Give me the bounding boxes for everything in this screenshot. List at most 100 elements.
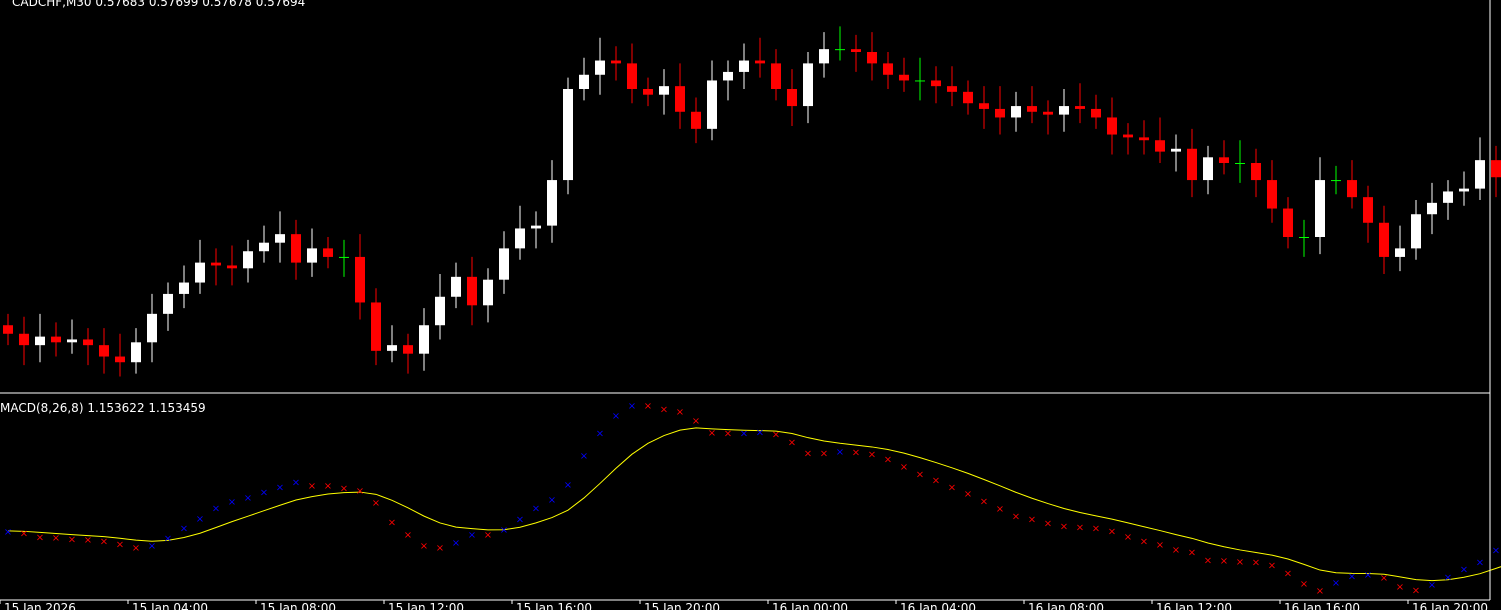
macd-dot: × <box>1076 522 1084 533</box>
candle-body <box>531 225 541 229</box>
x-tick-label: 16 Jan 08:00 <box>1028 601 1104 610</box>
macd-dot: × <box>1428 580 1436 591</box>
candle-body <box>515 228 525 249</box>
candle-body <box>67 339 77 343</box>
macd-dot: × <box>500 525 508 536</box>
candle-body <box>467 276 477 306</box>
candle-body <box>755 60 765 64</box>
macd-dot: × <box>788 437 796 448</box>
candle-body <box>483 279 493 306</box>
candle-body <box>147 313 157 343</box>
macd-dot: × <box>1124 532 1132 543</box>
candle-body <box>1091 108 1101 118</box>
candle-body <box>931 80 941 87</box>
macd-dot: × <box>212 504 220 515</box>
macd-dot: × <box>916 469 924 480</box>
macd-dot: × <box>420 541 428 552</box>
macd-dot: × <box>20 529 28 540</box>
candle-body <box>179 282 189 294</box>
candle-body <box>435 296 445 326</box>
macd-dot: × <box>244 493 252 504</box>
candle-body <box>1331 180 1341 182</box>
macd-dot: × <box>1252 557 1260 568</box>
macd-dot: × <box>1220 556 1228 567</box>
macd-dot: × <box>820 449 828 460</box>
candle-body <box>1235 163 1245 164</box>
candle-body <box>995 108 1005 118</box>
candle-body <box>915 80 925 82</box>
macd-dot: × <box>628 401 636 412</box>
candle-body <box>819 49 829 64</box>
macd-dot: × <box>516 515 524 526</box>
x-tick-label: 15 Jan 16:00 <box>516 601 592 610</box>
macd-dot: × <box>324 481 332 492</box>
macd-dot: × <box>1460 564 1468 575</box>
macd-dot: × <box>980 497 988 508</box>
candle-body <box>1171 148 1181 152</box>
macd-dot: × <box>404 530 412 541</box>
candle-body <box>99 345 109 357</box>
candle-body <box>771 63 781 89</box>
candle-body <box>979 103 989 109</box>
candle-body <box>51 336 61 343</box>
macd-dot: × <box>724 428 732 439</box>
macd-dot: × <box>1348 572 1356 583</box>
candle-body <box>643 89 653 95</box>
macd-dot: × <box>1012 511 1020 522</box>
macd-dot: × <box>580 451 588 462</box>
candle-body <box>115 356 125 363</box>
candle-body <box>1027 106 1037 112</box>
macd-dot: × <box>708 428 716 439</box>
macd-dot: × <box>1188 547 1196 558</box>
macd-dot: × <box>148 541 156 552</box>
macd-dot: × <box>36 532 44 543</box>
candle-body <box>387 345 397 351</box>
macd-dot: × <box>644 401 652 412</box>
candle-body <box>851 49 861 52</box>
macd-dot: × <box>68 535 76 546</box>
macd-dot: × <box>1284 568 1292 579</box>
macd-dot: × <box>1492 546 1500 557</box>
macd-dot: × <box>4 527 12 538</box>
candle-body <box>1139 137 1149 141</box>
x-axis-ticks: 15 Jan 2026 15 Jan 04:00 15 Jan 08:00 15 Ja… <box>0 600 1488 610</box>
macd-dot: × <box>52 533 60 544</box>
macd-dot: × <box>660 404 668 415</box>
candle-body <box>1011 106 1021 118</box>
macd-dot: × <box>100 536 108 547</box>
macd-dot: × <box>900 462 908 473</box>
macd-dot: × <box>612 411 620 422</box>
candle-body <box>899 74 909 81</box>
candle-body <box>563 89 573 181</box>
macd-dot: × <box>1332 578 1340 589</box>
candle-body <box>1315 180 1325 237</box>
candle-body <box>707 80 717 129</box>
candle-body <box>883 63 893 75</box>
macd-signal-line <box>7 427 1501 582</box>
macd-dot: × <box>452 538 460 549</box>
chart-title: CADCHF,M30 0.57683 0.57699 0.57678 0.576… <box>12 0 305 9</box>
x-tick-label: 16 Jan 16:00 <box>1284 601 1360 610</box>
candle-body <box>451 276 461 297</box>
macd-dot: × <box>164 533 172 544</box>
macd-dot: × <box>1108 526 1116 537</box>
candle-body <box>627 63 637 89</box>
candle-body <box>1267 180 1277 209</box>
macd-dot: × <box>356 486 364 497</box>
x-tick-label: 15 Jan 08:00 <box>260 601 336 610</box>
candle-body <box>595 60 605 75</box>
candle-body <box>1299 237 1309 238</box>
x-tick-label: 16 Jan 12:00 <box>1156 601 1232 610</box>
macd-dot: × <box>692 416 700 427</box>
macd-dot: × <box>852 447 860 458</box>
macd-dot: × <box>1140 536 1148 547</box>
candle-body <box>1187 148 1197 181</box>
candle-body <box>211 262 221 266</box>
macd-dot: × <box>132 543 140 554</box>
macd-dot: × <box>372 498 380 509</box>
macd-dot: × <box>676 407 684 418</box>
candle-body <box>1363 197 1373 223</box>
macd-dot: × <box>964 489 972 500</box>
